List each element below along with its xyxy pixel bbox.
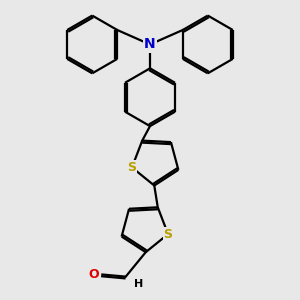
Text: S: S [164, 228, 172, 241]
Text: O: O [88, 268, 99, 281]
Text: N: N [144, 38, 156, 51]
Text: H: H [134, 279, 144, 290]
Text: S: S [128, 161, 136, 174]
